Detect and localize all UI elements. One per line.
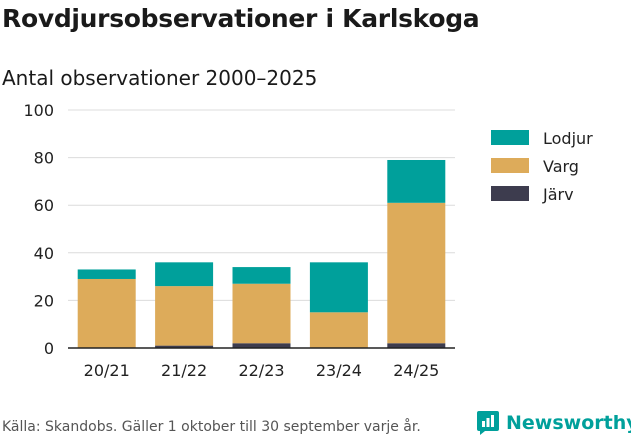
x-tick-label: 24/25 bbox=[393, 361, 439, 380]
bar-segment bbox=[387, 202, 446, 344]
y-axis: 0 20 40 60 80 100 bbox=[23, 101, 54, 358]
legend-label: Lodjur bbox=[543, 129, 593, 148]
y-tick-label: 60 bbox=[34, 196, 54, 215]
source-note: Källa: Skandobs. Gäller 1 oktober till 3… bbox=[2, 419, 421, 435]
x-axis: 20/21 21/22 22/23 23/24 24/25 bbox=[68, 347, 455, 380]
y-tick-label: 100 bbox=[23, 101, 54, 120]
x-tick-label: 20/21 bbox=[84, 361, 130, 380]
y-tick-label: 40 bbox=[34, 244, 54, 263]
bar-segment bbox=[155, 286, 214, 346]
legend-swatch bbox=[491, 158, 529, 173]
legend-swatch bbox=[491, 130, 529, 145]
bar-segment bbox=[387, 159, 446, 203]
bar-segment bbox=[232, 267, 291, 284]
chart-title: Rovdjursobservationer i Karlskoga bbox=[2, 4, 480, 33]
bar-segment bbox=[232, 343, 291, 348]
x-tick-label: 23/24 bbox=[316, 361, 362, 380]
brand-logo: Newsworthy bbox=[476, 410, 631, 436]
x-tick-label: 22/23 bbox=[238, 361, 284, 380]
brand-name: Newsworthy bbox=[506, 412, 631, 434]
legend: Lodjur Varg Järv bbox=[491, 129, 593, 204]
bar-segment bbox=[155, 262, 214, 287]
bar-segment bbox=[77, 278, 136, 348]
y-tick-label: 80 bbox=[34, 149, 54, 168]
y-tick-label: 0 bbox=[44, 339, 54, 358]
newsworthy-logo-icon bbox=[477, 411, 499, 435]
bar-segment bbox=[155, 345, 214, 348]
y-tick-label: 20 bbox=[34, 291, 54, 310]
legend-label: Varg bbox=[543, 157, 579, 176]
legend-swatch bbox=[491, 186, 529, 201]
legend-label: Järv bbox=[542, 185, 574, 204]
bar-segment bbox=[77, 269, 136, 279]
bar-segment bbox=[309, 262, 368, 313]
bar-segment bbox=[387, 343, 446, 348]
x-tick-label: 21/22 bbox=[161, 361, 207, 380]
chart-subtitle: Antal observationer 2000–2025 bbox=[2, 66, 318, 90]
bar-segment bbox=[232, 283, 291, 344]
bar-segment bbox=[309, 312, 368, 348]
bars bbox=[77, 159, 446, 348]
